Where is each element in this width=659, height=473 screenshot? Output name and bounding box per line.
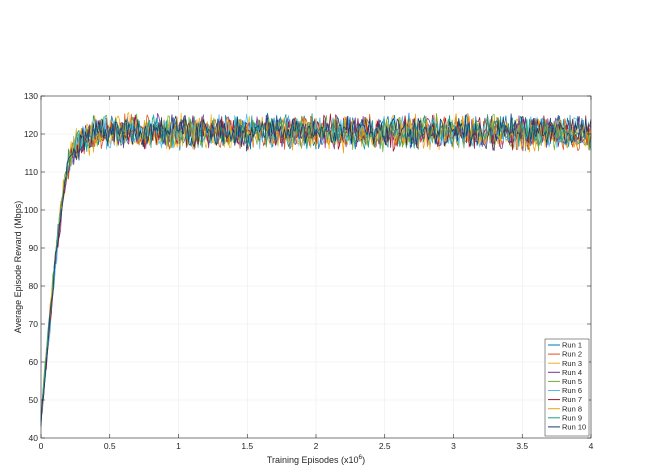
x-axis-title: Training Episodes (x106) bbox=[267, 454, 365, 465]
legend-label: Run 1 bbox=[562, 341, 582, 350]
y-tick-label: 60 bbox=[29, 357, 39, 367]
legend-label: Run 9 bbox=[562, 413, 582, 422]
legend-label: Run 8 bbox=[562, 404, 582, 413]
x-tick-label: 4 bbox=[589, 441, 594, 451]
x-tick-label: 3 bbox=[451, 441, 456, 451]
legend-label: Run 6 bbox=[562, 386, 582, 395]
legend-label: Run 2 bbox=[562, 350, 582, 359]
x-tick-label: 0.5 bbox=[104, 441, 116, 451]
x-tick-label: 1.5 bbox=[241, 441, 253, 451]
series-layer bbox=[40, 112, 592, 427]
series-line-6 bbox=[40, 113, 592, 425]
y-tick-label: 110 bbox=[24, 167, 38, 177]
y-tick-label: 70 bbox=[29, 319, 39, 329]
y-tick-label: 100 bbox=[24, 205, 38, 215]
legend-label: Run 5 bbox=[562, 377, 582, 386]
y-tick-label: 40 bbox=[29, 433, 39, 443]
y-axis-title: Average Episode Reward (Mbps) bbox=[13, 201, 23, 333]
legend-box bbox=[544, 338, 590, 437]
series-line-8 bbox=[40, 113, 592, 418]
y-tick-label: 120 bbox=[24, 129, 38, 139]
x-tick-label: 0 bbox=[39, 441, 44, 451]
series-line-10 bbox=[40, 113, 592, 427]
y-axis: 40 50 60 70 80 90 100 110 120 130 bbox=[24, 91, 591, 443]
x-tick-label: 1 bbox=[176, 441, 181, 451]
y-tick-label: 80 bbox=[29, 281, 39, 291]
series-line-5 bbox=[40, 112, 592, 417]
legend-label: Run 3 bbox=[562, 359, 582, 368]
y-tick-label: 90 bbox=[29, 243, 39, 253]
x-tick-label: 3.5 bbox=[516, 441, 528, 451]
legend-label: Run 4 bbox=[562, 368, 582, 377]
legend-label: Run 7 bbox=[562, 395, 582, 404]
x-tick-label: 2.5 bbox=[379, 441, 391, 451]
y-tick-label: 130 bbox=[24, 91, 38, 101]
x-tick-label: 2 bbox=[314, 441, 319, 451]
legend-label: Run 10 bbox=[562, 423, 586, 432]
x-axis: 0 0.5 1 1.5 2 2.5 3 3.5 4 bbox=[39, 96, 594, 451]
y-tick-label: 50 bbox=[29, 395, 39, 405]
